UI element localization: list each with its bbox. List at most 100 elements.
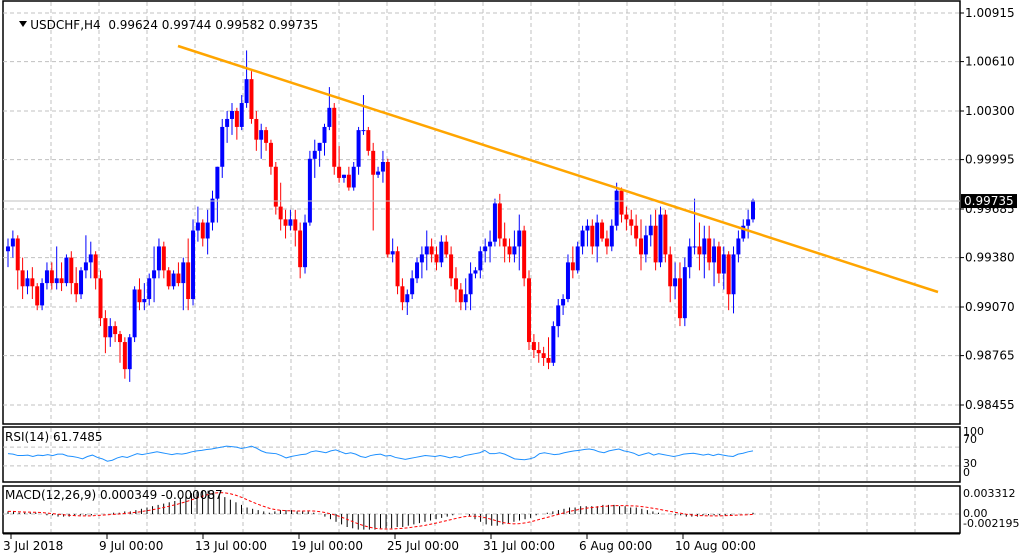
candle bbox=[658, 206, 663, 268]
candle bbox=[458, 283, 463, 311]
candle bbox=[127, 334, 132, 382]
candle bbox=[400, 278, 405, 311]
candle bbox=[30, 267, 35, 300]
candle bbox=[225, 111, 230, 143]
candle bbox=[49, 262, 54, 290]
candle bbox=[88, 241, 93, 279]
candle bbox=[609, 219, 614, 252]
price-tick-label: 0.99070 bbox=[965, 300, 1015, 314]
candle bbox=[195, 206, 200, 242]
candle bbox=[147, 273, 152, 306]
candle bbox=[380, 150, 385, 183]
candle bbox=[268, 139, 273, 175]
time-tick-label: 9 Jul 00:00 bbox=[99, 539, 163, 553]
open-value: 0.99624 bbox=[108, 18, 158, 32]
candle bbox=[332, 103, 337, 175]
candle bbox=[415, 257, 420, 284]
candle bbox=[351, 161, 356, 191]
candle bbox=[93, 251, 98, 290]
candle bbox=[210, 190, 215, 231]
candle bbox=[44, 262, 49, 290]
candle bbox=[556, 299, 561, 338]
candle bbox=[565, 254, 570, 303]
candle bbox=[673, 262, 678, 300]
candle bbox=[312, 139, 317, 178]
candle bbox=[171, 270, 176, 290]
candle bbox=[473, 267, 478, 279]
time-tick-label: 10 Aug 00:00 bbox=[675, 539, 756, 553]
candle bbox=[64, 254, 69, 287]
candle bbox=[517, 214, 522, 271]
candle bbox=[35, 283, 40, 311]
candle bbox=[69, 251, 74, 295]
candle bbox=[444, 235, 449, 258]
triangle-down-icon[interactable] bbox=[19, 21, 28, 27]
candle bbox=[298, 222, 303, 279]
candle bbox=[220, 118, 225, 178]
candle bbox=[527, 270, 532, 351]
macd-tick-label: -0.002195 bbox=[963, 517, 1019, 530]
time-tick-label: 19 Jul 00:00 bbox=[291, 539, 363, 553]
candle bbox=[283, 209, 288, 239]
candle bbox=[580, 225, 585, 255]
candle bbox=[137, 278, 142, 311]
candle bbox=[590, 219, 595, 255]
candle bbox=[390, 238, 395, 263]
candle bbox=[20, 257, 25, 300]
candle bbox=[449, 246, 454, 287]
candle bbox=[463, 278, 468, 311]
candle bbox=[541, 346, 546, 366]
candle bbox=[181, 257, 186, 311]
candle bbox=[142, 283, 147, 311]
candle bbox=[639, 219, 644, 271]
price-tick-label: 0.98455 bbox=[965, 398, 1015, 412]
main-pane[interactable] bbox=[2, 0, 961, 425]
rsi-tick-label: 30 bbox=[963, 457, 977, 470]
candle bbox=[575, 241, 580, 274]
candle bbox=[122, 337, 127, 379]
candle bbox=[215, 166, 220, 223]
candle bbox=[741, 219, 746, 242]
candle bbox=[366, 126, 371, 156]
candle bbox=[668, 246, 673, 303]
price-tick-label: 1.00300 bbox=[965, 104, 1015, 118]
candle bbox=[492, 198, 497, 247]
candle bbox=[536, 342, 541, 363]
macd-tick-label: 0.00 bbox=[963, 507, 988, 520]
candle bbox=[653, 209, 658, 271]
close-value: 0.99735 bbox=[268, 18, 319, 32]
candle bbox=[424, 230, 429, 271]
time-tick-label: 13 Jul 00:00 bbox=[195, 539, 267, 553]
price-tick-label: 1.00915 bbox=[965, 6, 1015, 20]
candle bbox=[108, 318, 113, 347]
candle bbox=[307, 150, 312, 226]
candle bbox=[629, 209, 634, 236]
candle bbox=[746, 209, 751, 239]
candle bbox=[702, 225, 707, 279]
candle bbox=[176, 262, 181, 287]
candle bbox=[152, 246, 157, 303]
candle bbox=[712, 238, 717, 287]
candle bbox=[341, 174, 346, 183]
macd-pane[interactable] bbox=[2, 485, 961, 534]
candle bbox=[716, 241, 721, 284]
candle bbox=[682, 257, 687, 327]
high-value: 0.99744 bbox=[161, 18, 212, 32]
candle bbox=[6, 238, 10, 268]
price-tick-label: 0.99380 bbox=[965, 251, 1015, 265]
trendline[interactable] bbox=[177, 44, 939, 294]
candle bbox=[54, 246, 59, 290]
candle bbox=[337, 146, 342, 183]
rsi-line bbox=[7, 445, 754, 462]
candle bbox=[117, 330, 122, 363]
candle bbox=[356, 126, 361, 175]
candle bbox=[731, 246, 736, 314]
candle bbox=[376, 166, 381, 178]
price-tick-label: 0.98765 bbox=[965, 349, 1015, 363]
candle bbox=[751, 198, 755, 223]
candle bbox=[244, 50, 249, 108]
candle bbox=[346, 166, 351, 191]
rsi-pane[interactable] bbox=[2, 426, 961, 483]
